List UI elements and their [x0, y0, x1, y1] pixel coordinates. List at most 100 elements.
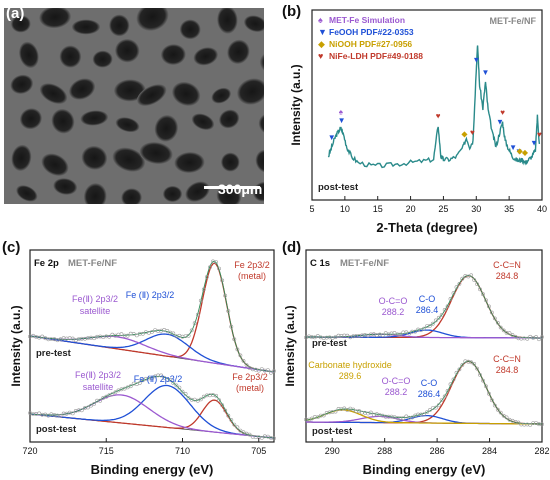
x-tick-label-b: 5 — [309, 204, 314, 214]
xps-data-point — [489, 310, 494, 315]
annotation-post-co-value: 286.4 — [418, 389, 441, 399]
sem-pore — [255, 149, 264, 173]
phase-marker: ◆ — [517, 147, 524, 156]
sem-pore — [113, 79, 146, 102]
legend-label-b: FeOOH PDF#22-0353 — [329, 27, 414, 37]
xps-data-point — [92, 336, 97, 341]
xps-data-point — [427, 323, 432, 328]
xps-data-point — [232, 422, 237, 427]
xps-data-point — [486, 304, 491, 309]
xps-data-point — [238, 353, 243, 358]
annotation-post-oco-value: 288.2 — [385, 387, 408, 397]
xps-data-point — [265, 434, 270, 439]
sem-pore — [179, 19, 201, 40]
xps-data-point — [451, 291, 456, 296]
sem-pore — [136, 8, 169, 31]
xps-data-point — [342, 406, 347, 411]
xps-data-point — [256, 368, 261, 373]
x-tick-label-d: 282 — [534, 446, 549, 456]
xps-data-point — [150, 376, 154, 381]
condition-label-b: post-test — [318, 182, 359, 193]
xps-data-point — [128, 384, 133, 389]
xps-data-point — [454, 285, 459, 290]
plot-frame-b — [311, 9, 543, 201]
sem-pore — [185, 181, 210, 202]
xps-data-point — [439, 313, 444, 317]
xps-data-point — [404, 330, 409, 335]
annotation-pre-sat-sub: satellite — [80, 306, 111, 316]
xps-data-point — [445, 304, 450, 309]
xps-data-point — [241, 430, 246, 435]
phase-marker: ♥ — [470, 128, 475, 137]
phase-marker: ▼ — [472, 56, 480, 65]
xps-data-point — [425, 410, 429, 415]
xps-data-point — [448, 296, 453, 301]
x-tick-label-c: 720 — [22, 446, 37, 456]
xps-data-point — [484, 298, 488, 303]
sample-label-b: MET-Fe/NF — [490, 16, 537, 26]
legend-marker-b: ▼ — [318, 27, 327, 37]
xps-data-point — [501, 413, 506, 418]
annotation-post-fe2: Fe (Ⅱ) 2p3/2 — [134, 374, 182, 384]
xps-data-point — [86, 405, 90, 410]
xps-data-point — [268, 370, 273, 375]
xps-data-point — [195, 312, 200, 317]
xps-data-point — [223, 408, 228, 413]
xps-data-point — [98, 398, 103, 403]
annotation-post-cc-value: 284.8 — [496, 365, 519, 375]
xps-data-point — [504, 415, 509, 420]
legend-label-b: NiOOH PDF#27-0956 — [329, 39, 412, 49]
xps-data-point — [481, 292, 485, 297]
xps-data-point — [104, 394, 109, 399]
region-label-c: Fe 2p — [34, 258, 59, 269]
annotations-d: C-C=N284.8C-O286.4O-C=O288.2C-C=N284.8C-… — [308, 260, 521, 399]
xps-data-point — [137, 381, 142, 385]
phase-marker: ♠ — [339, 107, 344, 116]
xps-data-point — [481, 378, 485, 383]
x-tick-label-c: 705 — [251, 446, 266, 456]
xps-data-point — [451, 377, 456, 382]
x-axis-label-d: Binding energy (eV) — [363, 462, 486, 477]
phase-marker: ▼ — [482, 68, 490, 77]
sem-pore — [10, 74, 34, 95]
phase-marker: ◆ — [461, 129, 468, 138]
phase-marker: ▼ — [328, 133, 336, 142]
xps-data-point — [204, 275, 209, 279]
xps-data-point — [442, 394, 447, 399]
x-axis-label-c: Binding energy (eV) — [91, 462, 214, 477]
xps-data-point — [410, 415, 415, 420]
xps-data-point — [495, 320, 500, 325]
sem-image — [4, 8, 264, 204]
xps-data-point — [401, 416, 406, 421]
xps-data-point — [540, 422, 544, 427]
x-tick-label-d: 290 — [325, 446, 340, 456]
xps-data-point — [198, 397, 203, 402]
legend-marker-b: ♥ — [318, 51, 323, 61]
xps-data-point — [368, 410, 373, 415]
xps-data-point — [207, 265, 212, 270]
xps-data-point — [398, 416, 403, 421]
annotation-pre-metal-sub: (metal) — [238, 271, 266, 281]
xps-data-point — [189, 328, 194, 333]
sem-pore — [19, 108, 42, 130]
xps-data-point — [433, 405, 438, 410]
xps-data-point — [113, 390, 118, 395]
xps-data-point — [140, 331, 145, 336]
phase-marker: ▼ — [509, 143, 517, 152]
xps-data-point — [321, 413, 326, 418]
xps-data-point — [333, 335, 338, 340]
region-label-d: C 1s — [310, 258, 330, 269]
annotation-pre-oco: O-C=O — [379, 296, 408, 306]
legend-marker-b: ♠ — [318, 15, 323, 25]
x-tick-label-c: 710 — [175, 446, 190, 456]
xps-data-point — [380, 333, 385, 338]
panel-letter-c: (c) — [2, 239, 20, 256]
sem-pore — [92, 50, 113, 68]
xps-data-point — [460, 276, 465, 281]
xps-data-point — [131, 331, 136, 336]
xps-data-point — [436, 403, 441, 408]
xps-data-point — [484, 384, 488, 389]
sample-label-c: MET-Fe/NF — [68, 258, 117, 269]
annotation-post-metal: Fe 2p3/2 — [232, 372, 268, 382]
xps-data-point — [217, 398, 222, 403]
